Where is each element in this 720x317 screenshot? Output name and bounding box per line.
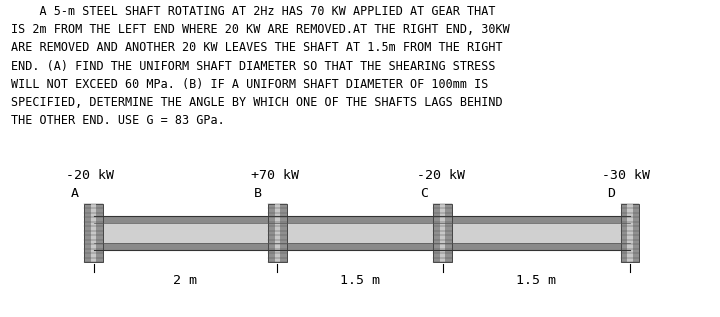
Bar [94,216,630,223]
Bar [621,204,639,262]
Text: -20 kW: -20 kW [417,169,464,182]
Bar [91,204,96,262]
Text: 2 m: 2 m [174,274,197,287]
Bar [94,223,630,243]
Text: -20 kW: -20 kW [66,169,114,182]
Text: A: A [71,187,78,200]
Bar [627,204,633,262]
Text: -30 kW: -30 kW [603,169,650,182]
Text: B: B [254,187,262,200]
Text: 1.5 m: 1.5 m [516,274,557,287]
Bar [94,243,630,250]
Text: 1.5 m: 1.5 m [340,274,380,287]
Bar [433,204,452,262]
Text: +70 kW: +70 kW [251,169,299,182]
Bar [84,204,103,262]
Bar [440,204,446,262]
Text: D: D [607,187,615,200]
Text: A 5-m STEEL SHAFT ROTATING AT 2Hz HAS 70 KW APPLIED AT GEAR THAT
IS 2m FROM THE : A 5-m STEEL SHAFT ROTATING AT 2Hz HAS 70… [11,5,510,127]
Text: C: C [420,187,428,200]
Bar [268,204,287,262]
Bar [274,204,280,262]
